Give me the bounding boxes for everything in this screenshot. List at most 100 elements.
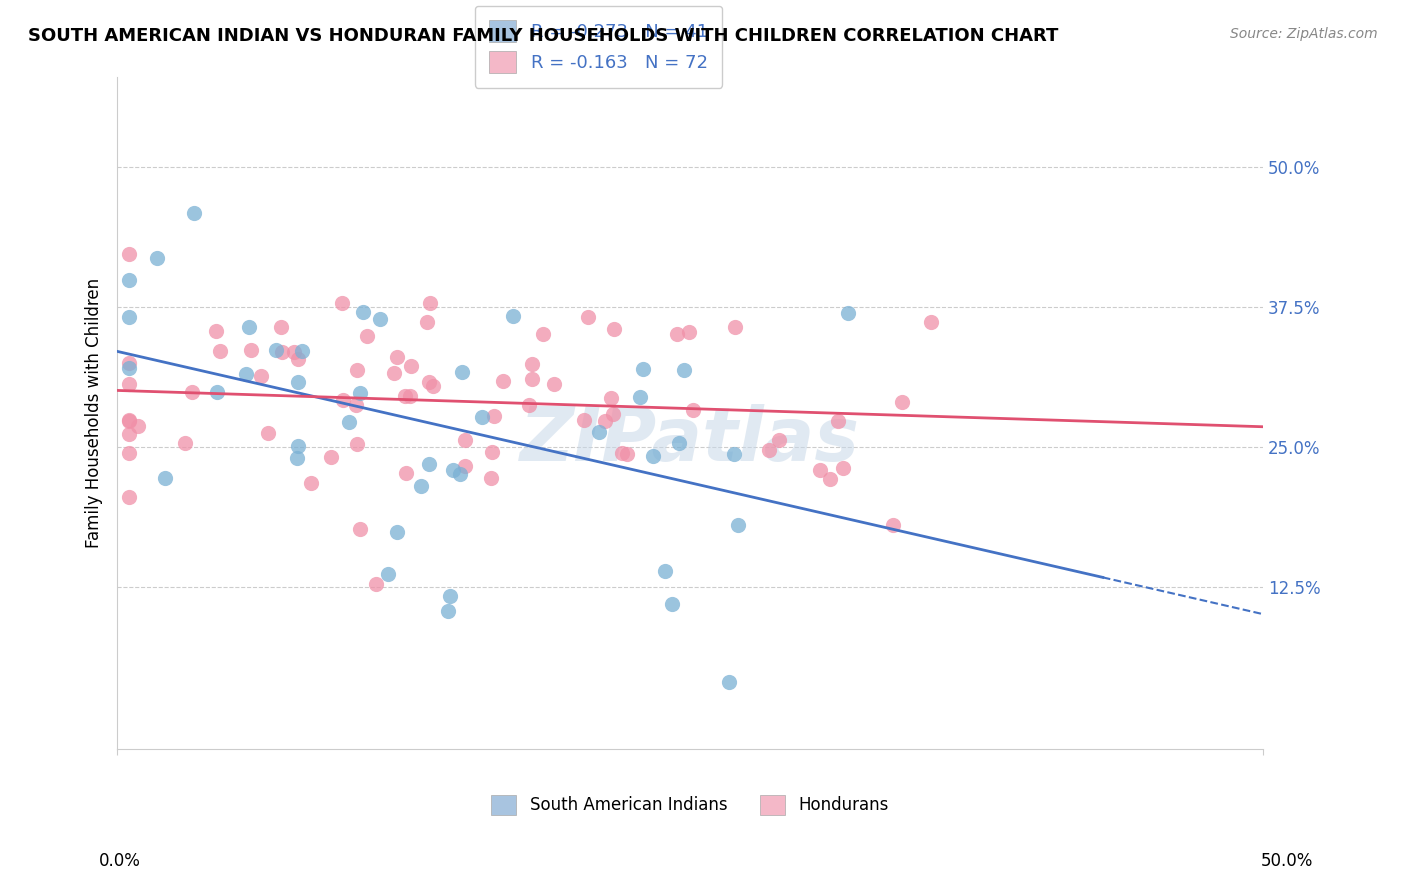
Point xyxy=(416,314,439,328)
Point xyxy=(481,471,503,485)
Point xyxy=(118,490,141,504)
Point xyxy=(517,398,540,412)
Point xyxy=(531,326,554,341)
Text: 0.0%: 0.0% xyxy=(98,852,141,870)
Point xyxy=(492,374,515,388)
Point xyxy=(181,385,204,400)
Point xyxy=(239,343,262,357)
Point xyxy=(270,345,292,359)
Point xyxy=(628,391,651,405)
Point xyxy=(654,564,676,578)
Point xyxy=(394,389,416,403)
Point xyxy=(118,413,141,427)
Point xyxy=(270,320,292,334)
Point xyxy=(118,414,141,428)
Point xyxy=(370,312,392,326)
Point xyxy=(437,604,460,618)
Point xyxy=(727,517,749,532)
Point xyxy=(832,461,855,475)
Point xyxy=(250,369,273,384)
Point xyxy=(818,473,841,487)
Point xyxy=(332,392,354,407)
Point xyxy=(118,247,141,261)
Point xyxy=(155,470,177,484)
Point xyxy=(572,413,595,427)
Point xyxy=(127,418,149,433)
Point xyxy=(301,475,323,490)
Point xyxy=(419,296,441,310)
Point xyxy=(118,446,141,460)
Point xyxy=(349,522,371,536)
Point xyxy=(482,409,505,423)
Point xyxy=(319,450,342,465)
Point xyxy=(118,361,141,376)
Point xyxy=(256,426,278,441)
Point xyxy=(672,362,695,376)
Point xyxy=(205,324,228,338)
Point xyxy=(399,359,422,373)
Point xyxy=(891,395,914,409)
Point xyxy=(602,408,624,422)
Point xyxy=(287,351,309,366)
Point xyxy=(118,356,141,370)
Point xyxy=(603,322,626,336)
Point xyxy=(588,425,610,439)
Point xyxy=(808,463,831,477)
Point xyxy=(481,445,503,459)
Point xyxy=(576,310,599,324)
Point xyxy=(758,442,780,457)
Text: Source: ZipAtlas.com: Source: ZipAtlas.com xyxy=(1230,27,1378,41)
Point xyxy=(238,320,260,334)
Point xyxy=(724,320,747,334)
Point xyxy=(377,566,399,581)
Point xyxy=(118,426,141,441)
Point xyxy=(422,379,444,393)
Point xyxy=(631,362,654,376)
Point xyxy=(366,577,388,591)
Text: ZIPatlas: ZIPatlas xyxy=(520,404,860,477)
Point xyxy=(264,343,287,358)
Point xyxy=(522,357,544,371)
Point xyxy=(330,295,353,310)
Text: SOUTH AMERICAN INDIAN VS HONDURAN FAMILY HOUSEHOLDS WITH CHILDREN CORRELATION CH: SOUTH AMERICAN INDIAN VS HONDURAN FAMILY… xyxy=(28,27,1059,45)
Point xyxy=(682,403,704,417)
Point xyxy=(409,478,432,492)
Point xyxy=(174,436,197,450)
Point xyxy=(449,467,471,481)
Point xyxy=(678,326,700,340)
Point xyxy=(283,345,305,359)
Point xyxy=(610,445,633,459)
Legend: South American Indians, Hondurans: South American Indians, Hondurans xyxy=(485,788,896,822)
Point xyxy=(118,310,141,324)
Point xyxy=(346,363,368,377)
Point xyxy=(616,447,638,461)
Text: 50.0%: 50.0% xyxy=(1260,852,1313,870)
Point xyxy=(287,439,309,453)
Point xyxy=(593,414,616,428)
Point xyxy=(418,457,440,471)
Point xyxy=(235,367,257,381)
Point xyxy=(287,376,309,390)
Point xyxy=(827,413,849,427)
Point xyxy=(382,367,405,381)
Point xyxy=(717,675,740,690)
Point xyxy=(471,409,494,424)
Point xyxy=(291,343,314,358)
Point xyxy=(418,375,440,389)
Point xyxy=(441,463,464,477)
Point xyxy=(146,251,169,265)
Point xyxy=(118,377,141,392)
Point xyxy=(882,518,904,533)
Point xyxy=(205,385,228,400)
Point xyxy=(209,343,232,358)
Point xyxy=(837,306,859,320)
Point xyxy=(394,466,416,480)
Point xyxy=(451,365,474,379)
Point xyxy=(352,305,374,319)
Point xyxy=(399,389,422,403)
Y-axis label: Family Households with Children: Family Households with Children xyxy=(86,278,103,549)
Point xyxy=(439,589,461,603)
Point xyxy=(344,399,367,413)
Point xyxy=(454,458,477,473)
Point xyxy=(920,315,942,329)
